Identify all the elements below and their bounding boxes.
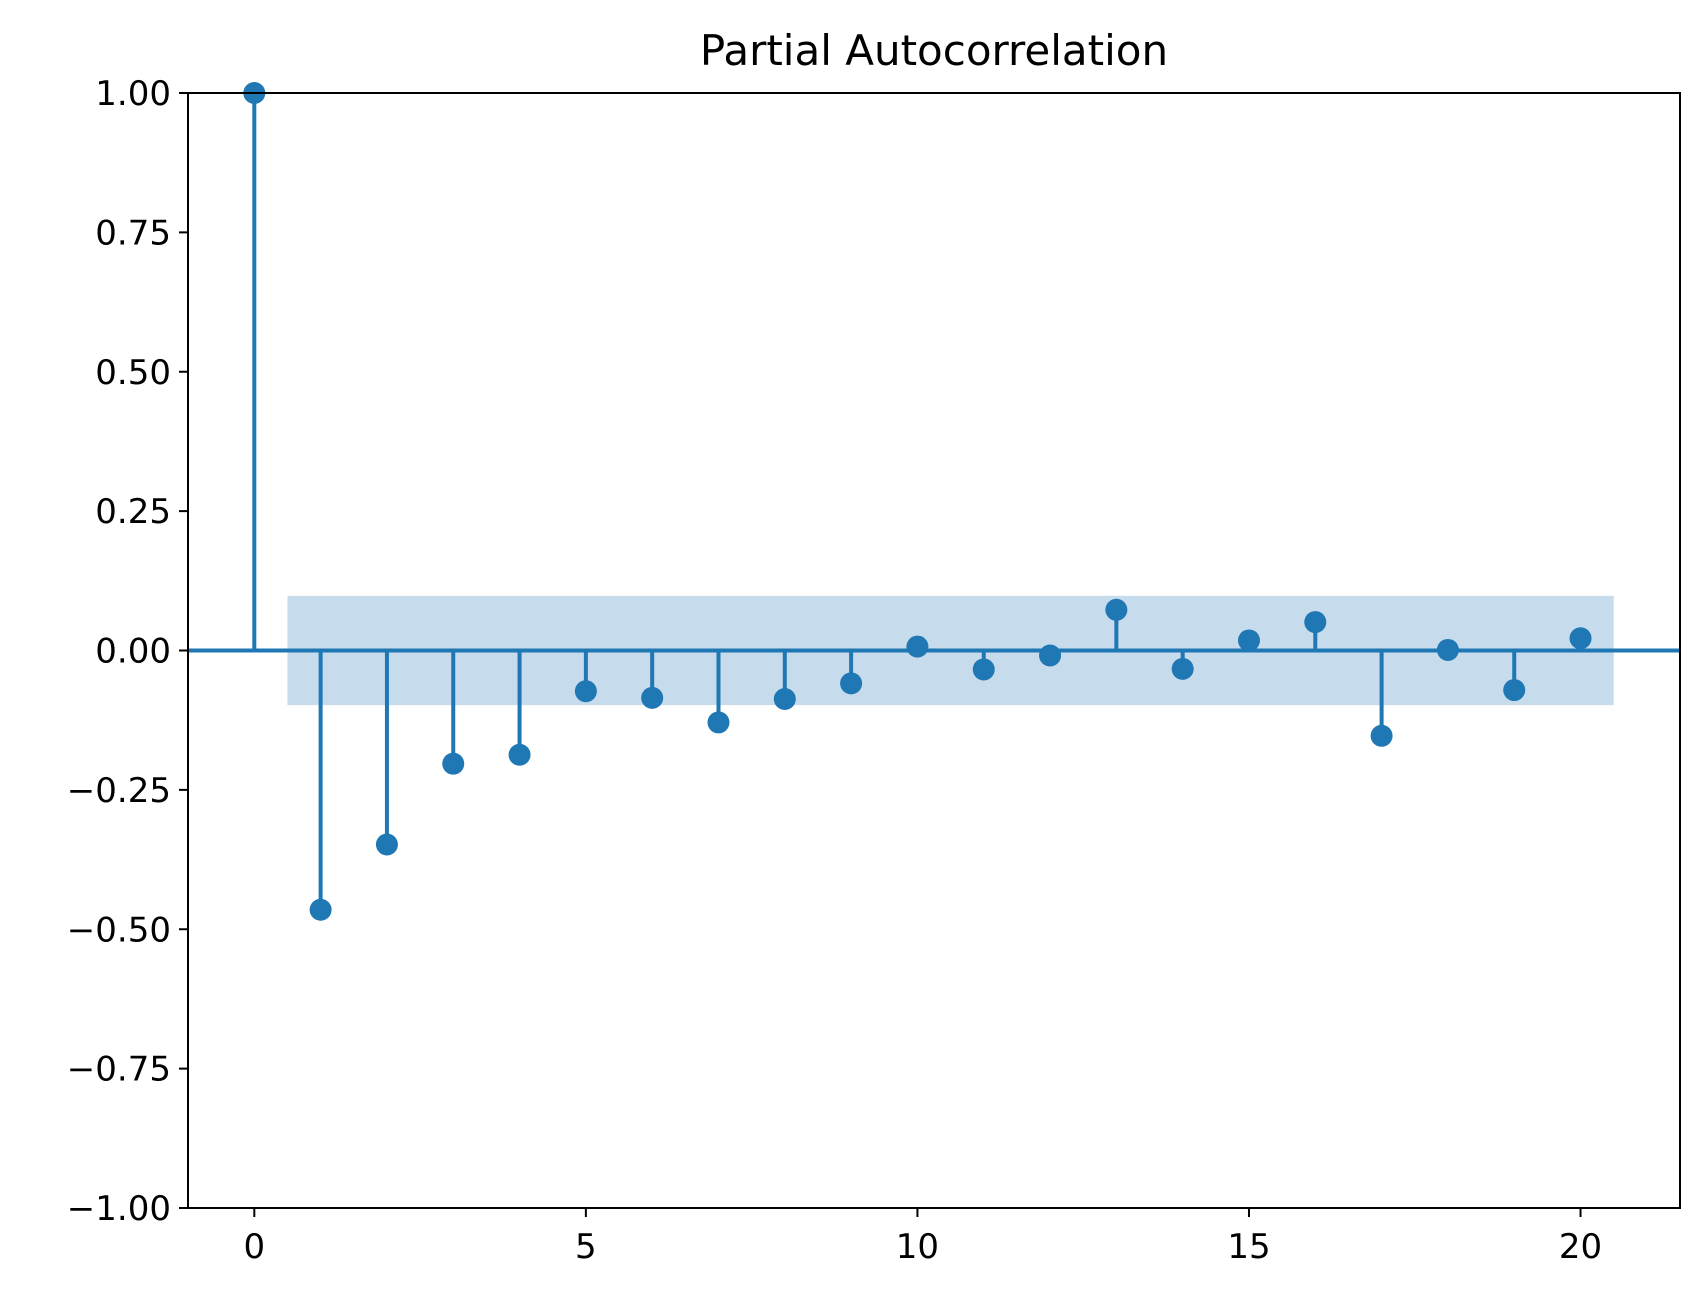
y-tick-label: 0.00: [95, 632, 171, 672]
stem-marker-lag-8: [773, 688, 796, 711]
y-tick-label: −1.00: [67, 1189, 171, 1229]
x-tick-label: 15: [1227, 1227, 1270, 1267]
y-tick-label: 0.50: [95, 353, 171, 393]
plot-layer: [188, 82, 1680, 921]
stem-marker-lag-16: [1304, 611, 1327, 634]
x-tick-label: 10: [896, 1227, 939, 1267]
x-tick-label: 20: [1559, 1227, 1602, 1267]
stem-marker-lag-4: [508, 743, 531, 766]
x-tick-label: 0: [243, 1227, 265, 1267]
x-tick-label: 5: [575, 1227, 597, 1267]
stem-marker-lag-13: [1105, 598, 1128, 621]
stem-marker-lag-20: [1569, 627, 1592, 650]
stem-marker-lag-6: [641, 686, 664, 709]
y-tick-label: 0.75: [95, 213, 171, 253]
y-tick-label: −0.75: [67, 1050, 171, 1090]
stem-marker-lag-7: [707, 711, 730, 734]
ticks-layer: −1.00 −0.75 −0.50 −0.25 0.00 0.25 0.50 0.75 1.00…: [67, 74, 1602, 1267]
stem-marker-lag-14: [1171, 657, 1194, 680]
y-tick-label: −0.25: [67, 771, 171, 811]
stem-marker-lag-17: [1370, 724, 1393, 747]
stem-marker-lag-18: [1436, 638, 1459, 661]
stem-marker-lag-11: [972, 658, 995, 681]
stem-marker-lag-19: [1503, 679, 1526, 702]
stem-marker-lag-9: [840, 672, 863, 695]
y-tick-label: −0.50: [67, 910, 171, 950]
stem-marker-lag-15: [1237, 629, 1260, 652]
stem-marker-lag-5: [574, 680, 597, 703]
stem-marker-lag-12: [1039, 644, 1062, 667]
y-tick-label: 0.25: [95, 492, 171, 532]
chart-title: Partial Autocorrelation: [700, 26, 1168, 75]
stem-marker-lag-2: [375, 833, 398, 856]
stem-marker-lag-10: [906, 635, 929, 658]
stem-marker-lag-3: [442, 752, 465, 775]
stem-marker-lag-1: [309, 898, 332, 921]
y-tick-label: 1.00: [95, 74, 171, 114]
